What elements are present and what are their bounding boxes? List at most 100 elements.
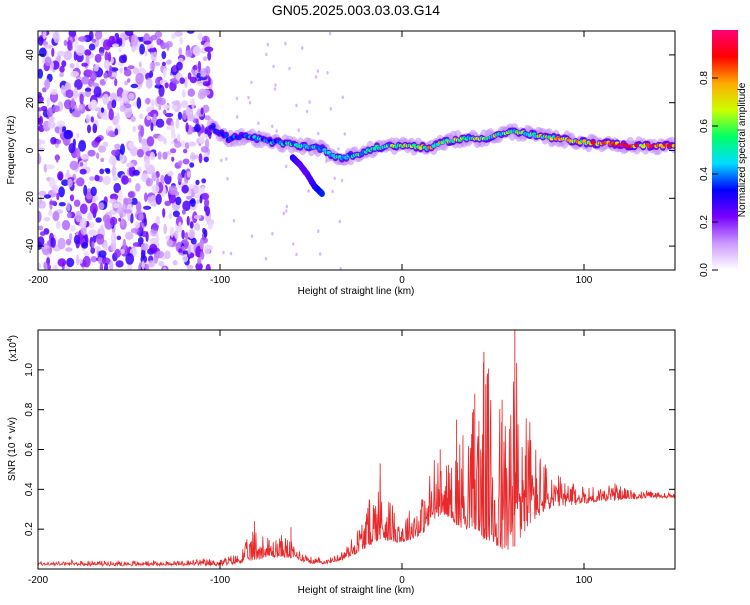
heatmap-cell <box>66 212 72 219</box>
heatmap-cell <box>65 238 72 246</box>
heatmap-cell <box>266 42 270 47</box>
heatmap-cell <box>235 96 239 101</box>
heatmap-cell <box>196 199 201 204</box>
heatmap-cell <box>70 98 76 110</box>
heatmap-cell <box>295 252 298 257</box>
heatmap-cell <box>150 201 155 207</box>
heatmap-cell <box>149 152 156 161</box>
heatmap-cell <box>204 198 210 208</box>
heatmap-cell <box>285 204 289 209</box>
heatmap-cell <box>284 41 287 46</box>
heatmap-cell <box>150 34 158 41</box>
heatmap-cell <box>87 212 93 221</box>
heatmap-cell <box>123 209 133 214</box>
heatmap-cell <box>119 152 125 164</box>
heatmap-cell <box>120 143 125 156</box>
heatmap-cell <box>331 189 334 194</box>
heatmap-cell <box>166 239 174 247</box>
heatmap-cell <box>38 115 44 126</box>
heatmap-cell <box>114 78 118 87</box>
heatmap-cell <box>329 107 332 111</box>
heatmap-cell <box>140 125 145 137</box>
heatmap-cell <box>38 36 44 46</box>
heatmap-cell <box>87 124 91 134</box>
heatmap-cell <box>202 81 211 87</box>
heatmap-cell <box>144 98 151 105</box>
heatmap-cell <box>48 115 55 123</box>
heatmap-cell <box>265 52 268 57</box>
heatmap-cell <box>44 56 52 67</box>
heatmap-cell <box>108 108 114 121</box>
colorbar: 0.0 0.2 0.4 0.6 0.8 Normalized spectral ampl… <box>699 30 748 277</box>
heatmap-cell <box>181 229 185 240</box>
heatmap-cell <box>163 137 167 145</box>
heatmap-cell <box>118 217 122 222</box>
heatmap-cell <box>232 219 236 223</box>
heatmap-cell <box>178 160 183 167</box>
heatmap-cell <box>107 51 112 63</box>
heatmap-cell <box>285 209 288 213</box>
heatmap-cell <box>113 182 121 194</box>
heatmap-cell <box>96 233 105 245</box>
heatmap-cell <box>180 101 189 109</box>
heatmap-cell <box>139 113 144 120</box>
heatmap-cell <box>181 209 186 215</box>
heatmap-cell <box>119 67 123 74</box>
heatmap-cell <box>226 177 229 181</box>
heatmap-cell <box>117 96 122 102</box>
heatmap-cell <box>166 43 170 51</box>
heatmap-cell <box>109 65 113 77</box>
heatmap-cell <box>138 213 144 221</box>
heatmap-cell <box>175 118 180 129</box>
heatmap-cell <box>70 70 80 78</box>
heatmap-cell <box>179 77 185 84</box>
snr-frame <box>37 329 676 570</box>
heatmap-cell <box>130 212 134 224</box>
heatmap-cell <box>154 84 163 89</box>
heatmap-cell <box>189 98 194 105</box>
snr-multiplier-exp: 4 <box>7 338 14 342</box>
heatmap-cell <box>145 77 153 89</box>
heatmap-cell <box>188 141 197 147</box>
heatmap-cell <box>202 133 209 139</box>
heatmap-cell <box>149 61 156 71</box>
heatmap-cell <box>69 233 73 241</box>
heatmap-cell <box>207 51 212 61</box>
heatmap-cell <box>95 217 102 223</box>
heatmap-cell <box>187 244 192 255</box>
heatmap-cell <box>343 132 346 136</box>
heatmap-cell <box>94 246 102 251</box>
heatmap-cell <box>80 154 90 160</box>
heatmap-cell <box>201 178 207 184</box>
heatmap-cell <box>127 78 131 83</box>
heatmap-cell <box>108 155 117 166</box>
heatmap-cell <box>250 80 253 85</box>
heatmap-cell <box>271 124 274 129</box>
heatmap-cell <box>70 225 76 232</box>
heatmap-cell <box>118 189 123 202</box>
heatmap-cell <box>297 128 300 132</box>
heatmap-cell <box>141 260 145 270</box>
heatmap-cell <box>56 220 61 230</box>
heatmap-cell <box>46 97 50 107</box>
heatmap-cell <box>61 220 71 231</box>
heatmap-cell <box>182 255 189 263</box>
heatmap-cell <box>75 210 82 223</box>
heatmap-cell <box>38 262 42 270</box>
heatmap-cell <box>38 190 47 197</box>
snr-multiplier: (x104) <box>7 335 19 362</box>
heatmap-cell <box>340 178 344 183</box>
heatmap-cell <box>168 185 178 196</box>
heatmap-cell <box>195 179 200 186</box>
heatmap-cell <box>194 223 201 231</box>
heatmap-cell <box>179 37 184 45</box>
heatmap-cell <box>248 100 252 105</box>
heatmap-cell <box>162 151 168 160</box>
snr-panel: -200 -100 0 100 0.2 0.4 0.6 0.8 1.0 Height of st… <box>7 329 676 596</box>
heatmap-cell <box>165 235 170 240</box>
heatmap-cell <box>339 266 342 270</box>
heatmap-cell <box>114 128 119 136</box>
heatmap-cell <box>195 262 203 270</box>
heatmap-cell <box>151 98 155 111</box>
